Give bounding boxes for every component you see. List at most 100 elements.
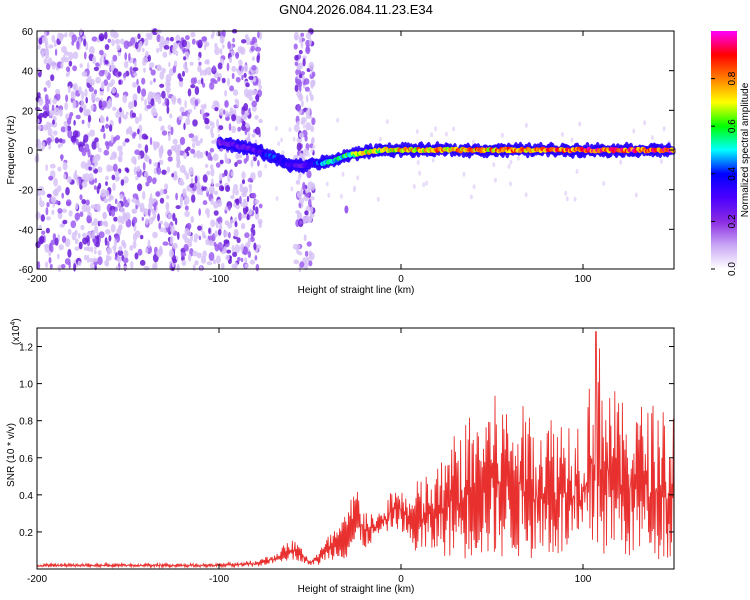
noise-blob — [93, 185, 97, 190]
noise-blob — [169, 113, 173, 119]
noise-blob — [110, 29, 116, 38]
noise-blob — [96, 141, 100, 149]
noise-blob — [192, 250, 198, 257]
noise-blob — [509, 181, 512, 187]
noise-blob — [57, 208, 63, 214]
noise-blob — [254, 199, 260, 204]
noise-blob — [117, 155, 123, 163]
noise-blob — [418, 170, 422, 176]
noise-blob — [53, 107, 60, 116]
noise-blob — [114, 38, 121, 45]
noise-blob — [127, 198, 131, 203]
noise-blob — [77, 260, 82, 267]
noise-blob — [203, 44, 207, 51]
noise-blob — [81, 71, 88, 77]
noise-blob — [148, 201, 153, 211]
noise-blob — [91, 141, 97, 150]
noise-blob — [308, 260, 313, 267]
noise-blob — [46, 216, 51, 221]
noise-blob — [108, 98, 112, 107]
noise-blob — [139, 113, 142, 122]
noise-blob — [96, 234, 100, 244]
noise-blob — [83, 173, 90, 182]
noise-blob — [168, 132, 171, 142]
noise-blob — [47, 57, 53, 65]
noise-blob — [277, 141, 281, 147]
noise-blob — [82, 104, 87, 112]
noise-blob — [305, 205, 311, 212]
spectrogram-y-tick-label: -20 — [19, 186, 34, 197]
noise-blob — [200, 137, 203, 144]
noise-blob — [153, 112, 158, 117]
noise-blob — [255, 126, 261, 135]
noise-blob — [202, 200, 208, 206]
noise-blob — [117, 52, 121, 56]
noise-blob — [104, 69, 109, 77]
noise-blob — [123, 40, 130, 49]
noise-blob — [182, 70, 185, 77]
noise-blob — [353, 185, 356, 191]
noise-blob — [200, 107, 205, 116]
noise-blob — [243, 72, 247, 78]
noise-blob — [251, 89, 258, 96]
noise-blob — [565, 196, 569, 202]
noise-blob — [219, 221, 222, 230]
noise-blob — [138, 131, 142, 141]
noise-blob — [78, 176, 82, 186]
noise-blob — [175, 149, 181, 156]
noise-blob — [293, 124, 300, 133]
noise-blob — [564, 190, 568, 196]
noise-blob — [48, 122, 54, 128]
noise-blob — [217, 62, 223, 70]
noise-blob — [188, 167, 194, 176]
noise-blob — [235, 188, 239, 196]
snr-x-tick-label: -200 — [27, 574, 47, 585]
noise-blob — [216, 255, 221, 264]
noise-blob — [172, 212, 176, 222]
noise-blob — [137, 183, 143, 192]
noise-blob — [228, 205, 231, 211]
noise-blob — [210, 219, 216, 228]
noise-blob — [38, 224, 42, 230]
spectrogram-ridge-layer — [216, 136, 676, 214]
noise-blob — [114, 170, 120, 177]
noise-blob — [104, 189, 110, 198]
noise-blob — [64, 258, 71, 265]
noise-blob — [89, 246, 94, 253]
noise-blob — [145, 248, 149, 254]
noise-blob — [80, 99, 84, 108]
noise-blob — [38, 97, 44, 106]
noise-blob — [578, 121, 582, 127]
noise-blob — [299, 261, 305, 268]
noise-blob — [122, 257, 129, 264]
noise-blob — [257, 170, 263, 178]
noise-blob — [59, 33, 65, 39]
noise-blob — [128, 101, 133, 110]
noise-blob — [308, 61, 315, 71]
noise-blob — [105, 123, 110, 129]
noise-blob — [312, 144, 316, 150]
noise-blob — [309, 252, 315, 261]
noise-blob — [206, 66, 212, 76]
noise-blob — [94, 249, 97, 255]
noise-blob — [119, 194, 124, 200]
noise-blob — [192, 119, 198, 127]
noise-blob — [306, 94, 309, 103]
noise-blob — [86, 215, 92, 224]
noise-blob — [257, 160, 260, 167]
noise-blob — [35, 118, 40, 124]
noise-blob — [106, 141, 110, 150]
noise-blob — [294, 84, 299, 92]
noise-blob — [223, 109, 226, 115]
noise-blob — [308, 216, 313, 222]
noise-blob — [118, 116, 122, 124]
noise-blob — [182, 48, 188, 53]
noise-blob — [119, 107, 122, 113]
noise-blob — [177, 231, 180, 240]
noise-blob — [81, 119, 85, 125]
noise-blob — [181, 111, 187, 117]
spectrogram-x-label: Height of straight line (km) — [298, 285, 415, 296]
noise-blob — [100, 116, 105, 124]
noise-blob — [507, 163, 511, 169]
noise-blob — [195, 140, 201, 147]
